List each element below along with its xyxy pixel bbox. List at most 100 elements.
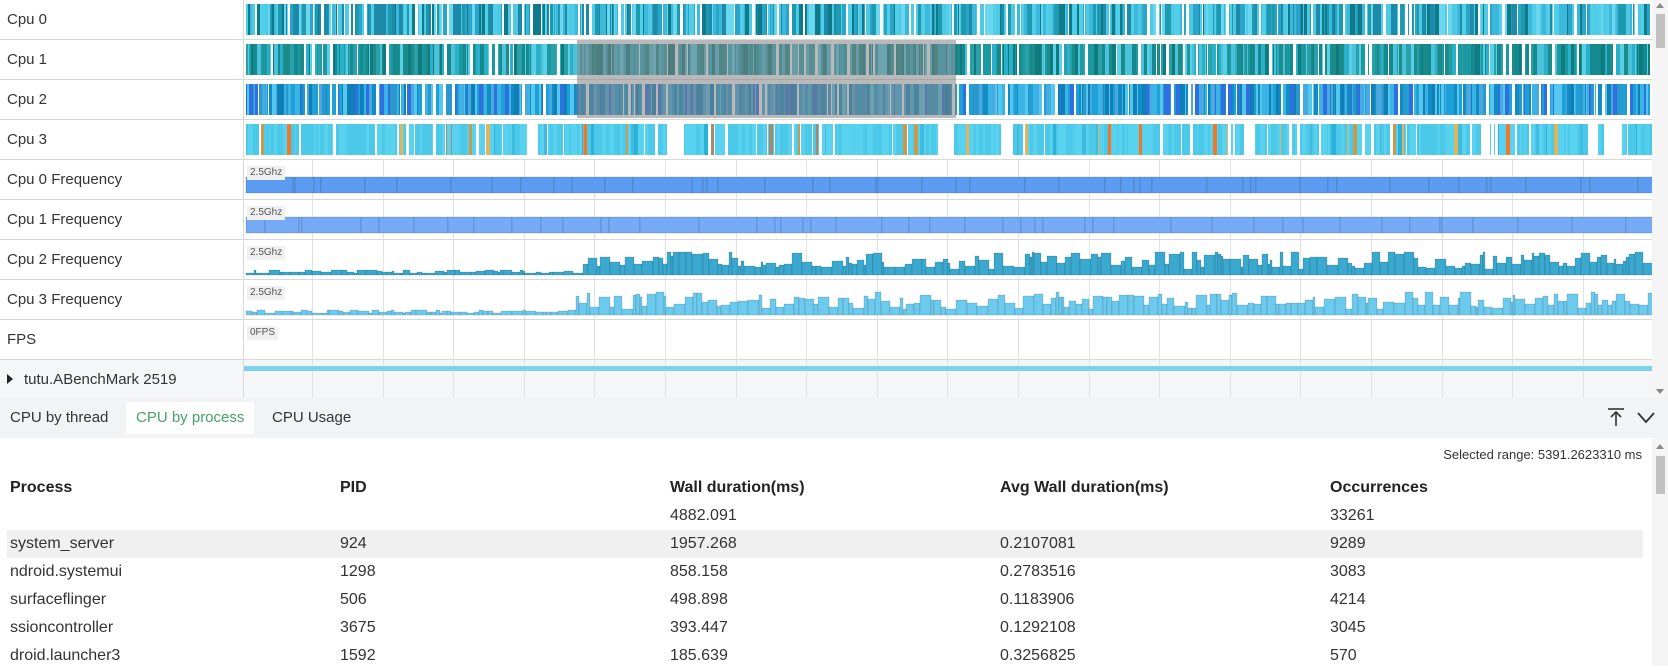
track-lane[interactable]: 2.5Ghz <box>244 240 1652 279</box>
col-wall-duration[interactable]: Wall duration(ms) <box>670 479 805 496</box>
track-graph <box>245 216 1652 234</box>
time-gridline <box>877 360 878 398</box>
time-gridline <box>1300 280 1301 319</box>
time-gridline <box>594 280 595 319</box>
table-cell: 4882.091 <box>670 507 737 524</box>
table-row[interactable]: surfaceflinger 506 498.898 0.1183906 4214 <box>7 586 1643 614</box>
time-gridline <box>665 240 666 279</box>
time-gridline <box>312 280 313 319</box>
scroll-thumb[interactable] <box>1656 14 1665 48</box>
table-row[interactable]: ndroid.systemui 1298 858.158 0.2783516 3083 <box>7 558 1643 586</box>
panel-scrollbar[interactable] <box>1652 438 1668 666</box>
chevron-down-icon[interactable] <box>1635 406 1657 428</box>
tab-cpu-by-thread[interactable]: CPU by thread <box>10 409 109 426</box>
track-row[interactable]: Cpu 2 Frequency 2.5Ghz <box>0 240 1652 280</box>
scroll-down-icon[interactable] <box>1656 389 1664 394</box>
table-cell <box>7 502 337 530</box>
track-label-text: Cpu 3 Frequency <box>7 291 123 308</box>
time-gridline <box>806 320 807 359</box>
table-summary-row[interactable]: 4882.091 33261 <box>7 502 1643 530</box>
time-gridline <box>1018 280 1019 319</box>
table-cell: 0.3256825 <box>1000 647 1076 664</box>
track-row[interactable]: Cpu 1 <box>0 40 1652 80</box>
table-row[interactable]: droid.launcher3 1592 185.639 0.3256825 570 <box>7 642 1643 670</box>
time-gridline <box>453 360 454 398</box>
track-row[interactable]: Cpu 0 Frequency 2.5Ghz <box>0 160 1652 200</box>
track-row[interactable]: Cpu 3 Frequency 2.5Ghz <box>0 280 1652 320</box>
scroll-up-icon[interactable] <box>1656 3 1664 8</box>
track-row[interactable]: tutu.ABenchMark 2519 <box>0 360 1652 398</box>
time-gridline <box>1300 320 1301 359</box>
time-gridline <box>383 240 384 279</box>
time-gridline <box>1442 320 1443 359</box>
table-row[interactable]: ssioncontroller 3675 393.447 0.1292108 3045 <box>7 614 1643 642</box>
track-lane[interactable]: 2.5Ghz <box>244 200 1652 239</box>
track-label: Cpu 3 Frequency <box>0 280 244 319</box>
track-label: Cpu 3 <box>0 120 244 159</box>
table-cell: 3675 <box>340 619 376 636</box>
time-gridline <box>1583 280 1584 319</box>
time-gridline <box>1512 280 1513 319</box>
time-gridline <box>1089 280 1090 319</box>
table-header-row: Process PID Wall duration(ms) Avg Wall d… <box>7 474 1643 502</box>
time-gridline <box>312 360 313 398</box>
track-label-text: tutu.ABenchMark 2519 <box>24 371 177 388</box>
frequency-badge: 2.5Ghz <box>247 246 286 260</box>
trace-scrollbar[interactable] <box>1652 0 1668 398</box>
track-row[interactable]: Cpu 2 <box>0 80 1652 120</box>
track-row[interactable]: Cpu 3 <box>0 120 1652 160</box>
track-lane[interactable] <box>244 120 1652 159</box>
track-row[interactable]: FPS 0FPS <box>0 320 1652 360</box>
tab-cpu-usage[interactable]: CPU Usage <box>272 409 352 426</box>
table-cell: 498.898 <box>670 591 728 608</box>
time-gridline <box>312 240 313 279</box>
table-cell <box>997 502 1327 530</box>
time-gridline <box>453 320 454 359</box>
track-label: Cpu 2 Frequency <box>0 240 244 279</box>
track-row[interactable]: Cpu 0 <box>0 0 1652 40</box>
col-process[interactable]: Process <box>10 479 73 496</box>
time-gridline <box>947 360 948 398</box>
time-gridline <box>1018 320 1019 359</box>
track-label[interactable]: tutu.ABenchMark 2519 <box>0 360 244 398</box>
table-row[interactable]: system_server 924 1957.268 0.2107081 9289 <box>7 530 1643 558</box>
track-label-text: FPS <box>7 331 37 348</box>
track-lane[interactable]: 2.5Ghz <box>244 280 1652 319</box>
cpu-by-process-panel: Selected range: 5391.2623310 ms Process … <box>0 438 1668 666</box>
track-label-text: Cpu 2 <box>7 91 48 108</box>
time-gridline <box>524 240 525 279</box>
tab-cpu-by-process[interactable]: CPU by process <box>126 402 255 434</box>
track-label: Cpu 0 Frequency <box>0 160 244 199</box>
time-gridline <box>1159 360 1160 398</box>
analysis-tabs-bar: CPU by thread CPU by process CPU Usage <box>0 398 1668 438</box>
track-lane[interactable] <box>244 40 1652 79</box>
track-label-text: Cpu 0 Frequency <box>7 171 123 188</box>
track-lane[interactable]: 0FPS <box>244 320 1652 359</box>
table-cell <box>337 502 667 530</box>
trace-timeline[interactable]: Cpu 0 Cpu 1 Cpu 2 Cpu 3 Cpu 0 Frequency 2.5Gh… <box>0 0 1668 398</box>
table-cell: system_server <box>7 530 337 558</box>
track-label: Cpu 1 <box>0 40 244 79</box>
pin-top-icon[interactable] <box>1605 406 1627 428</box>
table-cell: 33261 <box>1330 507 1375 524</box>
time-gridline <box>1371 240 1372 279</box>
col-pid[interactable]: PID <box>340 479 367 496</box>
track-row[interactable]: Cpu 1 Frequency 2.5Ghz <box>0 200 1652 240</box>
time-gridline <box>594 360 595 398</box>
scroll-thumb[interactable] <box>1656 456 1665 494</box>
col-avg-wall-duration[interactable]: Avg Wall duration(ms) <box>1000 479 1169 496</box>
time-gridline <box>383 320 384 359</box>
table-cell: 3045 <box>1330 619 1366 636</box>
track-lane[interactable]: 2.5Ghz <box>244 160 1652 199</box>
track-lane[interactable] <box>244 80 1652 119</box>
table-cell: 924 <box>337 530 667 558</box>
track-lane[interactable] <box>244 360 1652 398</box>
expand-arrow-icon[interactable] <box>7 374 13 385</box>
track-lane[interactable] <box>244 0 1652 39</box>
scroll-up-icon[interactable] <box>1656 444 1664 449</box>
process-table: Process PID Wall duration(ms) Avg Wall d… <box>7 474 1643 670</box>
track-label: Cpu 0 <box>0 0 244 39</box>
table-cell: droid.launcher3 <box>10 647 121 664</box>
track-label: FPS <box>0 320 244 359</box>
col-occurrences[interactable]: Occurrences <box>1330 479 1428 496</box>
